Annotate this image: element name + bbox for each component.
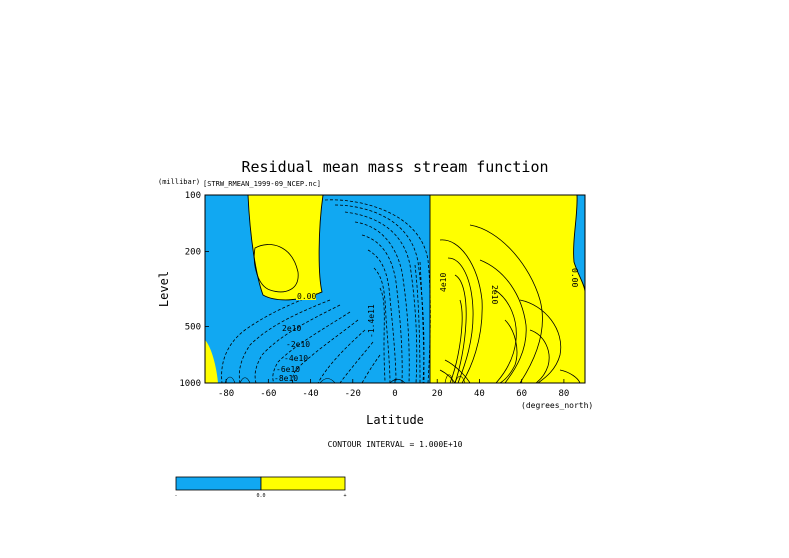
chart-title: Residual mean mass stream function: [241, 158, 548, 176]
zero-contours: [247, 195, 585, 383]
positive-region-sh-surface: [205, 340, 218, 383]
x-tick-label: 40: [474, 389, 485, 399]
contour-label: -8e10: [274, 374, 298, 383]
contour-label: 0.00: [570, 268, 579, 287]
y-tick-label: 1000: [179, 379, 201, 389]
contour-label: -1.4e11: [367, 304, 376, 338]
x-tick-label: -60: [260, 389, 276, 399]
contour-label: -4e10: [284, 354, 308, 363]
contour-labels: 0.00 2e10 -2e10 -4e10 -6e10 -8e10 -1.4e1…: [274, 268, 579, 383]
contour-label: 2e10: [490, 285, 499, 304]
x-tick-label: -40: [302, 389, 318, 399]
positive-region-sh-upper: [248, 195, 323, 300]
colorbar: - 0.0 +: [174, 476, 347, 499]
x-tick-label: 60: [516, 389, 527, 399]
positive-region-nh: [430, 195, 585, 383]
contour-interval-label: CONTOUR INTERVAL = 1.000E+10: [328, 440, 463, 449]
y-axis: 100 200 500 1000: [179, 191, 209, 389]
x-tick-label: 20: [432, 389, 443, 399]
y-tick-label: 500: [185, 322, 201, 332]
colorbar-label: +: [343, 493, 346, 499]
y-tick-label: 200: [185, 248, 201, 258]
contour-label: -2e10: [286, 340, 310, 349]
colorbar-negative: [175, 476, 262, 491]
x-tick-label: 0: [392, 389, 397, 399]
y-unit-label: (millibar): [158, 178, 200, 186]
contour-label: 4e10: [439, 273, 448, 292]
y-axis-title: Level: [157, 271, 171, 307]
x-axis-title: Latitude: [366, 413, 424, 427]
positive-contours: [253, 224, 581, 383]
colorbar-label: -: [174, 493, 177, 499]
colorbar-label: 0.0: [256, 493, 265, 499]
surface-contours: [224, 374, 466, 383]
x-axis: -80 -60 -40 -20 0 20 40 60 80: [218, 379, 569, 399]
dataset-label: [STRW_RMEAN_1999-09_NCEP.nc]: [203, 180, 321, 188]
x-tick-label: -20: [345, 389, 361, 399]
contour-label: 2e10: [282, 324, 301, 333]
x-tick-label: 80: [558, 389, 569, 399]
contour-label: 0.00: [297, 292, 316, 301]
x-tick-label: -80: [218, 389, 234, 399]
y-tick-label: 100: [185, 191, 201, 201]
contour-label: -6e10: [276, 365, 300, 374]
contour-field: 0.00 2e10 -2e10 -4e10 -6e10 -8e10 -1.4e1…: [205, 195, 585, 383]
x-unit-label: (degrees_north): [521, 401, 593, 410]
colorbar-positive: [260, 476, 346, 491]
